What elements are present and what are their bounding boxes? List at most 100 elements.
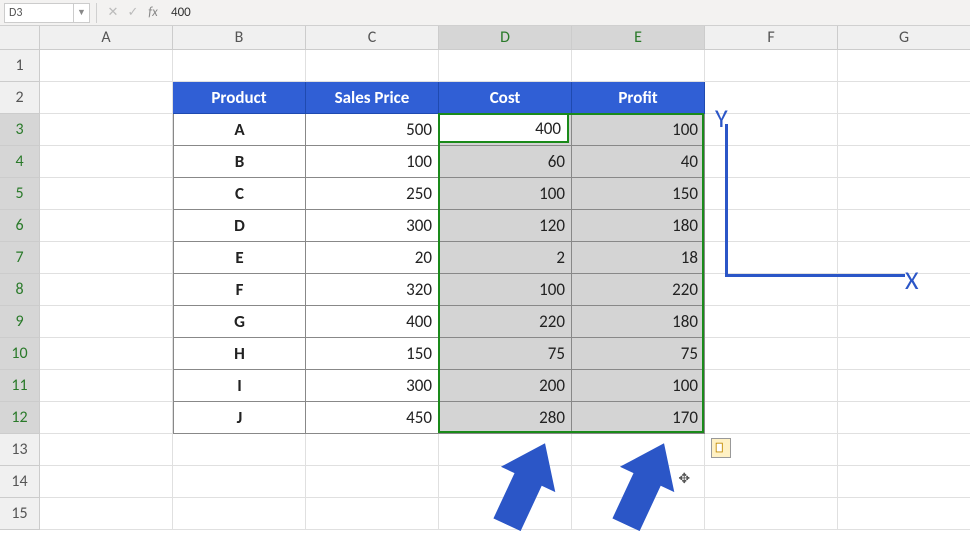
cell-E7[interactable]: 18 [572,242,705,274]
row-header-1[interactable]: 1 [0,50,40,82]
cell-C1[interactable] [306,50,439,82]
cell-G13[interactable] [838,434,970,466]
cell-G9[interactable] [838,306,970,338]
row-header-8[interactable]: 8 [0,274,40,306]
row-header-7[interactable]: 7 [0,242,40,274]
accept-icon[interactable]: ✓ [123,5,143,20]
cell-A11[interactable] [40,370,173,402]
cell-G15[interactable] [838,498,970,530]
cell-E10[interactable]: 75 [572,338,705,370]
row-header-9[interactable]: 9 [0,306,40,338]
cell-F9[interactable] [705,306,838,338]
cell-E1[interactable] [572,50,705,82]
cell-D7[interactable]: 2 [439,242,572,274]
paste-options-icon[interactable] [711,438,731,458]
cell-B4[interactable]: B [173,146,306,178]
column-header-C[interactable]: C [306,26,439,50]
cell-C2[interactable]: Sales Price [306,82,439,114]
column-header-E[interactable]: E [572,26,705,50]
cell-G2[interactable] [838,82,970,114]
row-header-14[interactable]: 14 [0,466,40,498]
cell-C9[interactable]: 400 [306,306,439,338]
cell-G12[interactable] [838,402,970,434]
row-header-13[interactable]: 13 [0,434,40,466]
cell-A10[interactable] [40,338,173,370]
cell-E13[interactable] [572,434,705,466]
cell-G11[interactable] [838,370,970,402]
cell-F4[interactable] [705,146,838,178]
cell-G8[interactable] [838,274,970,306]
cell-D6[interactable]: 120 [439,210,572,242]
cell-D12[interactable]: 280 [439,402,572,434]
select-all-corner[interactable] [0,26,40,50]
cell-F12[interactable] [705,402,838,434]
cell-G6[interactable] [838,210,970,242]
cell-B2[interactable]: Product [173,82,306,114]
cell-A8[interactable] [40,274,173,306]
cell-B9[interactable]: G [173,306,306,338]
row-header-15[interactable]: 15 [0,498,40,530]
column-header-F[interactable]: F [705,26,838,50]
cell-F10[interactable] [705,338,838,370]
cell-C15[interactable] [306,498,439,530]
cell-E9[interactable]: 180 [572,306,705,338]
cell-A2[interactable] [40,82,173,114]
cell-B7[interactable]: E [173,242,306,274]
cell-C14[interactable] [306,466,439,498]
cell-B3[interactable]: A [173,114,306,146]
cell-D13[interactable] [439,434,572,466]
cell-E3[interactable]: 100 [572,114,705,146]
cell-E11[interactable]: 100 [572,370,705,402]
row-header-12[interactable]: 12 [0,402,40,434]
cell-B14[interactable] [173,466,306,498]
cell-C4[interactable]: 100 [306,146,439,178]
cell-G10[interactable] [838,338,970,370]
cell-B15[interactable] [173,498,306,530]
cell-C5[interactable]: 250 [306,178,439,210]
cell-A5[interactable] [40,178,173,210]
name-box[interactable]: D3 [4,3,74,23]
cell-F2[interactable] [705,82,838,114]
row-header-4[interactable]: 4 [0,146,40,178]
cell-E14[interactable] [572,466,705,498]
cell-E2[interactable]: Profit [572,82,705,114]
cell-D2[interactable]: Cost [439,82,572,114]
cell-D1[interactable] [439,50,572,82]
cell-F6[interactable] [705,210,838,242]
cell-A15[interactable] [40,498,173,530]
row-header-10[interactable]: 10 [0,338,40,370]
formula-input[interactable]: 400 [163,3,970,23]
cell-D4[interactable]: 60 [439,146,572,178]
column-header-A[interactable]: A [40,26,173,50]
cell-A4[interactable] [40,146,173,178]
cell-B1[interactable] [173,50,306,82]
cell-G4[interactable] [838,146,970,178]
cell-C8[interactable]: 320 [306,274,439,306]
cell-E15[interactable] [572,498,705,530]
cell-D11[interactable]: 200 [439,370,572,402]
cell-B10[interactable]: H [173,338,306,370]
cell-A3[interactable] [40,114,173,146]
cell-F14[interactable] [705,466,838,498]
cell-F15[interactable] [705,498,838,530]
cell-E5[interactable]: 150 [572,178,705,210]
cell-E6[interactable]: 180 [572,210,705,242]
cell-A12[interactable] [40,402,173,434]
cell-B6[interactable]: D [173,210,306,242]
cell-G7[interactable] [838,242,970,274]
cell-F1[interactable] [705,50,838,82]
row-header-3[interactable]: 3 [0,114,40,146]
cell-D14[interactable] [439,466,572,498]
cell-D10[interactable]: 75 [439,338,572,370]
cell-D15[interactable] [439,498,572,530]
row-header-5[interactable]: 5 [0,178,40,210]
name-box-dropdown[interactable]: ▼ [74,3,90,23]
row-header-2[interactable]: 2 [0,82,40,114]
cell-B11[interactable]: I [173,370,306,402]
cell-A9[interactable] [40,306,173,338]
cell-D8[interactable]: 100 [439,274,572,306]
fx-icon[interactable]: fx [143,5,163,20]
cell-F7[interactable] [705,242,838,274]
row-header-11[interactable]: 11 [0,370,40,402]
cell-G14[interactable] [838,466,970,498]
